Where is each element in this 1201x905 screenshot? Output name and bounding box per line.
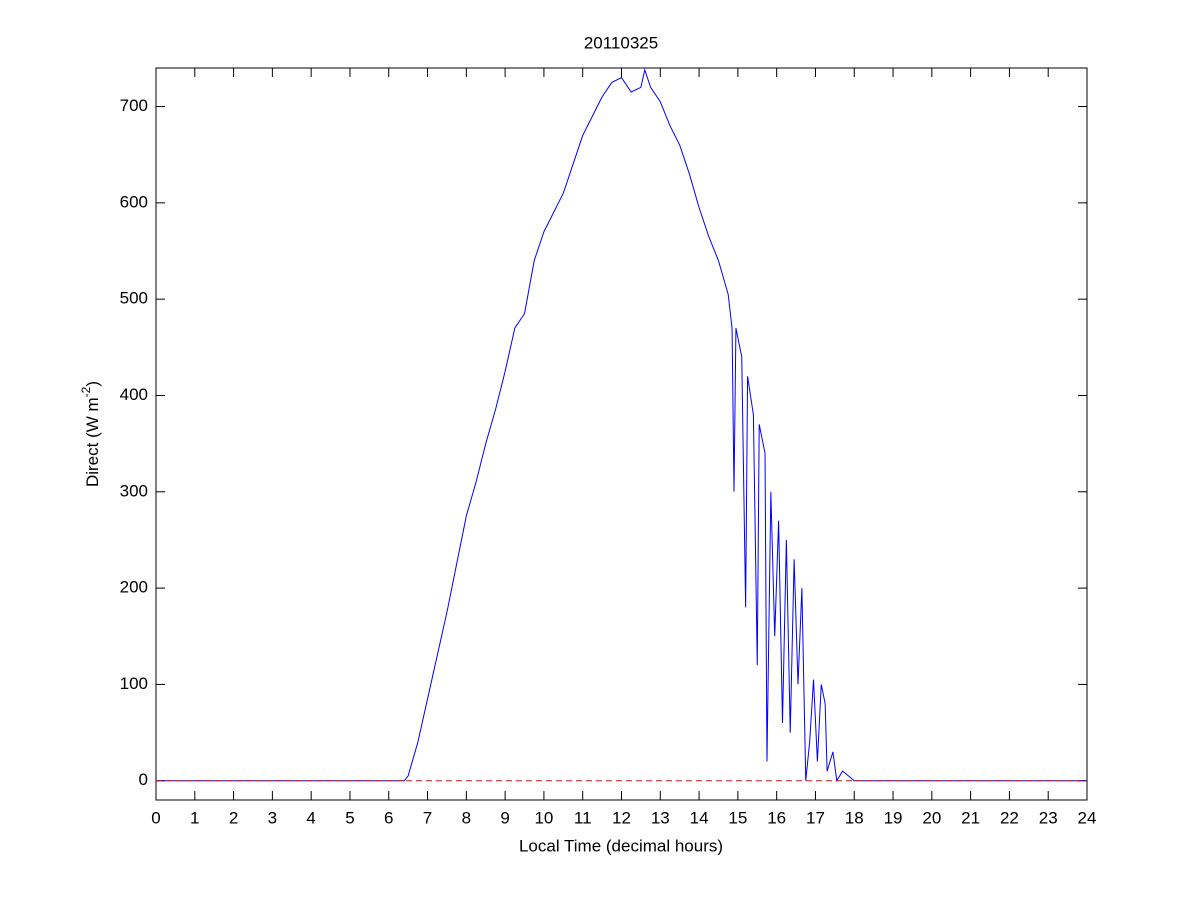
x-tick-label: 0 (151, 808, 160, 827)
y-tick-label: 500 (120, 289, 148, 308)
x-tick-label: 15 (728, 808, 747, 827)
y-tick-label: 300 (120, 481, 148, 500)
x-tick-label: 3 (268, 808, 277, 827)
x-tick-label: 11 (574, 808, 592, 827)
x-tick-label: 24 (1078, 808, 1097, 827)
y-tick-label: 200 (120, 578, 148, 597)
y-tick-label: 400 (120, 385, 148, 404)
y-label-sup: -2 (79, 386, 93, 397)
x-tick-label: 10 (534, 808, 553, 827)
data-line (156, 68, 1087, 783)
x-tick-label: 6 (384, 808, 393, 827)
x-tick-label: 12 (612, 808, 631, 827)
plot-box (155, 67, 1088, 801)
x-tick-label: 22 (1000, 808, 1019, 827)
y-tick-label: 600 (120, 192, 148, 211)
x-tick-label: 8 (462, 808, 471, 827)
chart-title: 20110325 (584, 33, 658, 52)
x-tick-label: 2 (229, 808, 238, 827)
x-tick-label: 13 (651, 808, 670, 827)
x-tick-label: 9 (500, 808, 509, 827)
x-tick-label: 23 (1039, 808, 1058, 827)
x-tick-label: 1 (190, 808, 199, 827)
x-tick-label: 21 (961, 808, 980, 827)
x-tick-label: 18 (845, 808, 864, 827)
y-label-text: Direct (W m (83, 397, 102, 487)
x-tick-label: 17 (806, 808, 825, 827)
y-tick-label: 0 (139, 770, 148, 789)
x-tick-label: 4 (306, 808, 315, 827)
x-axis-label: Local Time (decimal hours) (519, 836, 723, 855)
y-axis-label: Direct (W m-2) (79, 381, 102, 487)
x-tick-label: 16 (767, 808, 786, 827)
y-label-suffix: ) (83, 381, 102, 387)
y-tick-label: 700 (120, 96, 148, 115)
x-tick-label: 5 (345, 808, 354, 827)
x-tick-label: 20 (922, 808, 941, 827)
y-tick-label: 100 (120, 674, 148, 693)
x-tick-label: 7 (423, 808, 432, 827)
x-tick-label: 19 (884, 808, 903, 827)
x-tick-label: 14 (690, 808, 709, 827)
